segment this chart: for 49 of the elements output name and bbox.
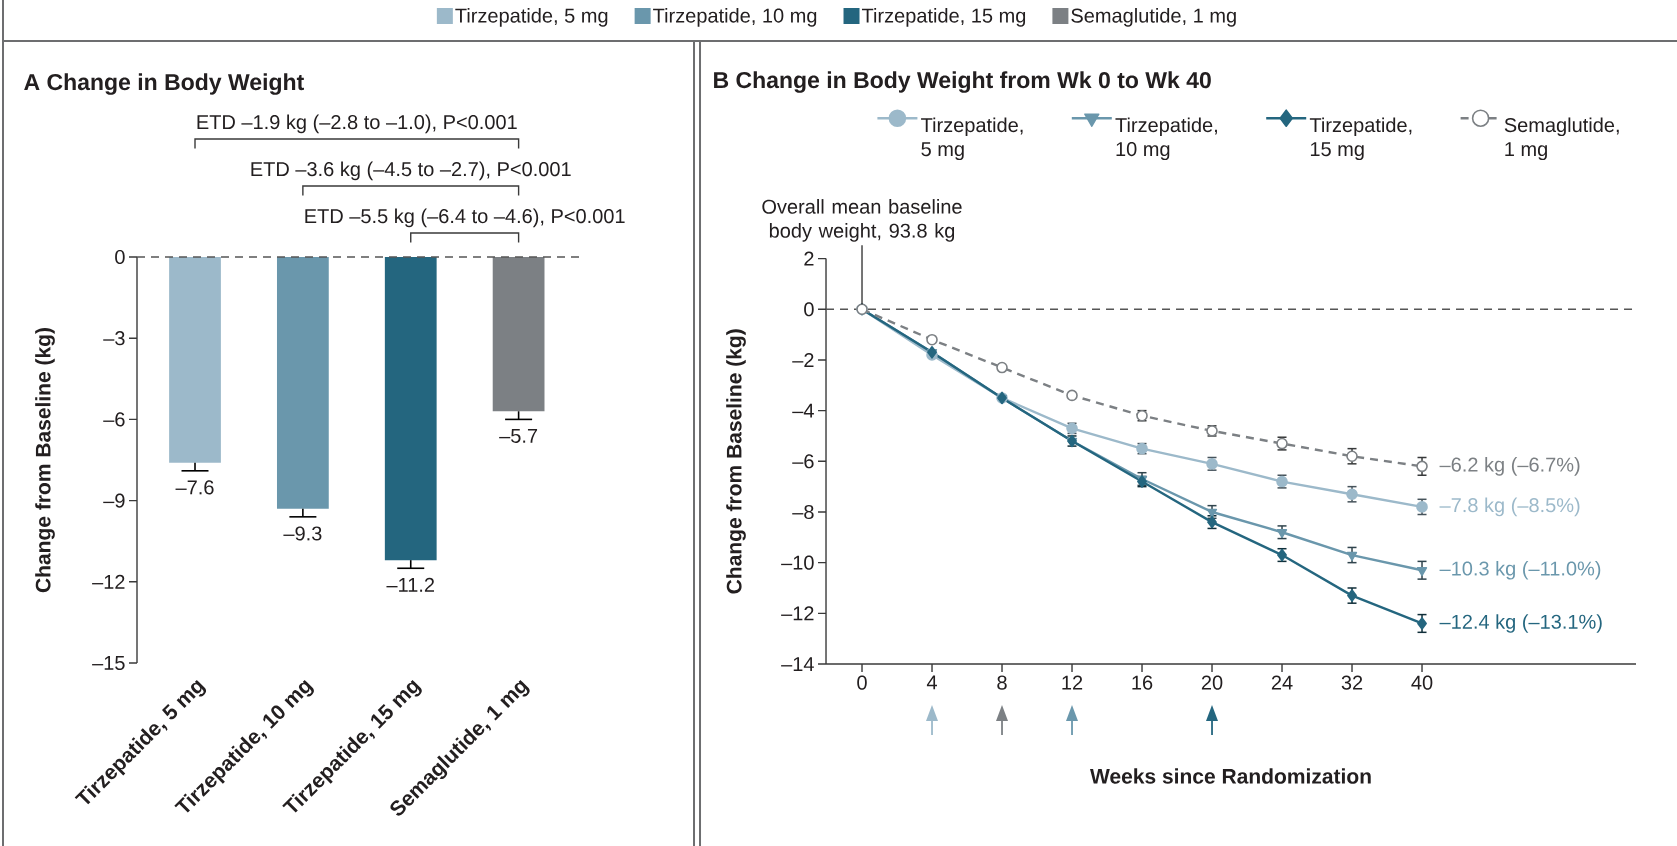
chart-title: B Change in Body Weight from Wk 0 to Wk 40 (714, 71, 1211, 93)
y-tick-label: –3 (103, 331, 125, 346)
y-tick-label: –2 (792, 352, 814, 367)
y-tick-label: –9 (103, 493, 125, 508)
y-tick-label: –6 (792, 454, 814, 469)
y-tick-label: –12 (781, 606, 814, 621)
y-tick-label: –12 (92, 574, 125, 589)
data-label: –7.6 (175, 480, 214, 495)
y-tick-label: –14 (781, 657, 814, 671)
legend-label: Tirzepatide, 15 mg (861, 8, 1026, 27)
legend-label: Tirzepatide, 15 mg (1309, 117, 1412, 161)
legend-label: Tirzepatide, 5 mg (455, 8, 608, 27)
chart-title: A Change in Body Weight (24, 73, 304, 95)
text: ETD –5.5 kg (–6.4 to –4.6), P<0.001 (305, 208, 625, 228)
x-tick-label: 20 (1201, 675, 1223, 690)
x-tick-label: 40 (1411, 675, 1433, 690)
data-label: –12.4 kg (–13.1%) (1439, 614, 1602, 633)
y-axis-title: Change from Baseline (kg) (726, 329, 746, 594)
x-tick-label: 16 (1132, 675, 1153, 690)
y-tick-label: –10 (781, 555, 814, 570)
y-tick-label: –6 (103, 412, 125, 427)
data-label: –5.7 (499, 428, 538, 443)
y-tick-label: –4 (792, 403, 814, 418)
y-axis-title: Change from Baseline (kg) (35, 328, 55, 593)
x-tick-label: 0 (857, 675, 867, 690)
data-label: –7.8 kg (–8.5%) (1439, 497, 1580, 517)
text: ETD –3.6 kg (–4.5 to –2.7), P<0.001 (251, 161, 571, 181)
x-tick-label: 12 (1062, 675, 1083, 690)
x-axis-title: Weeks since Randomization (1090, 768, 1371, 784)
y-tick-label: 0 (804, 302, 814, 317)
data-label: –9.3 (283, 526, 322, 541)
data-label: –6.2 kg (–6.7%) (1439, 457, 1580, 476)
data-label: –11.2 (386, 577, 435, 592)
y-tick-label: 0 (115, 249, 125, 265)
legend-label: Tirzepatide, 5 mg (921, 117, 1023, 161)
x-tick-label: 24 (1271, 675, 1293, 690)
x-tick-label: 8 (997, 675, 1007, 690)
legend-label: Tirzepatide, 10 mg (653, 8, 817, 27)
y-tick-label: 2 (804, 251, 814, 266)
x-tick-label: 4 (926, 675, 937, 690)
legend-label: Tirzepatide, 10 mg (1115, 117, 1217, 161)
x-tick-label: 32 (1341, 675, 1363, 690)
text: ETD –1.9 kg (–2.8 to –1.0), P<0.001 (197, 114, 517, 134)
y-tick-label: –8 (792, 504, 814, 520)
legend-label: Semaglutide, 1 mg (1504, 117, 1619, 161)
y-tick-label: –15 (92, 656, 125, 670)
annotation: Overall mean baseline body weight, 93.8 kg (762, 199, 962, 242)
legend-label: Semaglutide, 1 mg (1071, 8, 1236, 27)
data-label: –10.3 kg (–11.0%) (1439, 560, 1601, 580)
